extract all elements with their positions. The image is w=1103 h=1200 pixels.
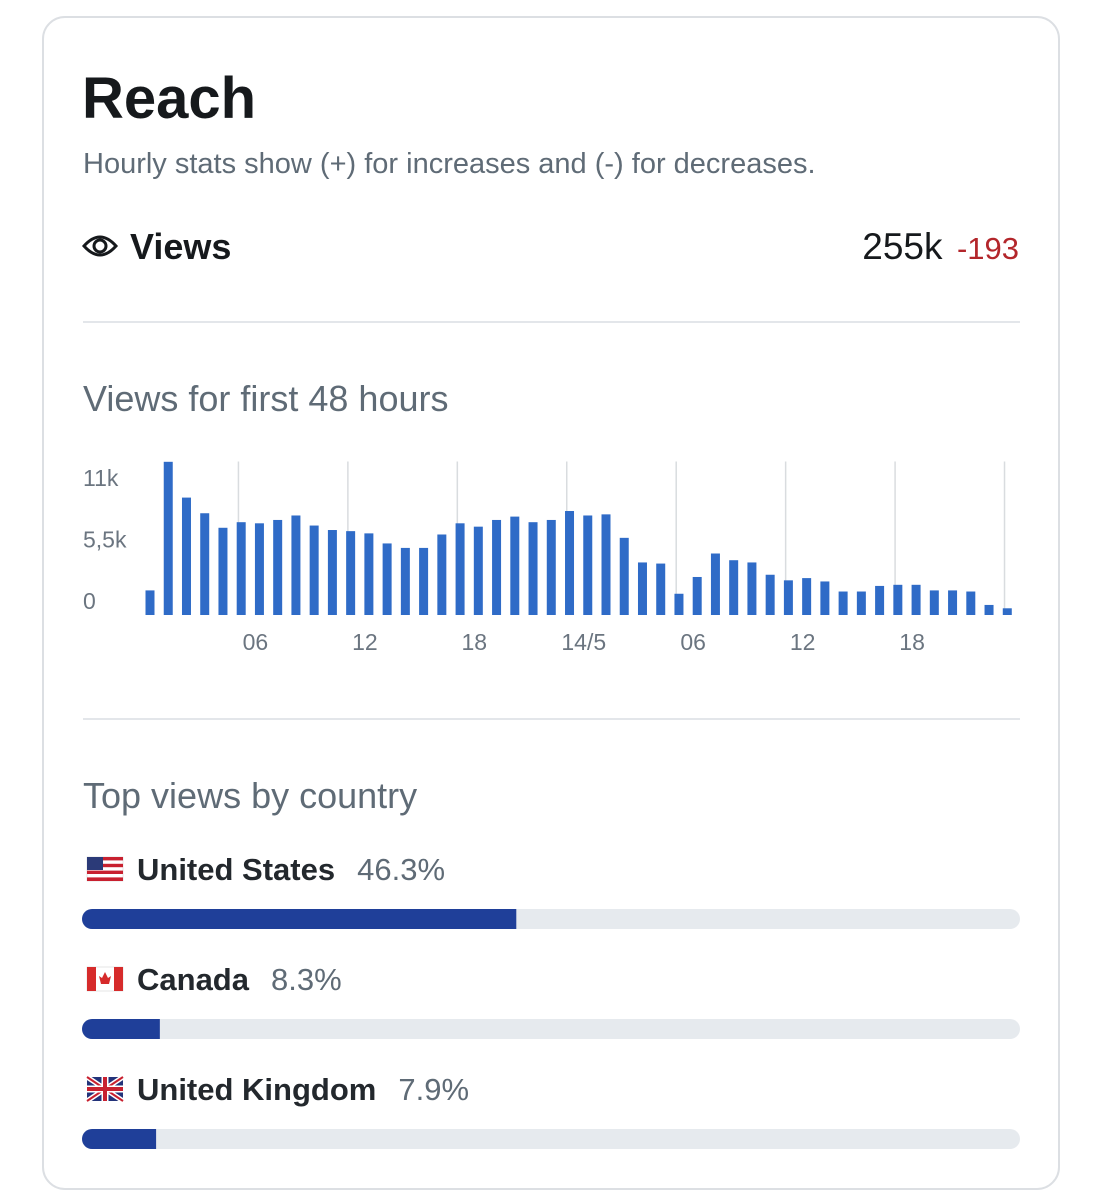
flag-uk: [85, 1074, 125, 1104]
bar: [236, 522, 246, 615]
country-share: 46.3%: [357, 852, 445, 887]
views-label: Views: [130, 226, 231, 267]
bar: [382, 543, 392, 615]
bar: [218, 527, 228, 615]
bar: [181, 497, 191, 615]
bar: [565, 511, 575, 615]
country-row: Canada 8.3%: [137, 962, 342, 997]
bar: [710, 553, 720, 615]
bar: [82, 1129, 157, 1149]
bar: [492, 519, 502, 615]
bar: [747, 562, 757, 615]
bar: [583, 515, 593, 615]
bar: [510, 516, 520, 615]
x-tick-label: 06: [680, 629, 706, 655]
views-change: -193: [957, 231, 1019, 266]
flag-us: [86, 856, 124, 882]
bar: [455, 523, 465, 615]
bar-clip: [82, 1019, 160, 1039]
bar: [419, 547, 429, 615]
bar: [291, 515, 301, 615]
eye-icon: [81, 235, 119, 257]
bar-clip: [82, 1129, 157, 1149]
views-summary: 255k -193: [862, 226, 1019, 267]
x-tick-label: 06: [243, 629, 269, 655]
country-row: United Kingdom 7.9%: [137, 1072, 469, 1107]
country-row: United States 46.3%: [137, 852, 445, 887]
x-tick-label: 14/5: [561, 629, 606, 655]
bar: [163, 461, 173, 615]
bar: [856, 591, 866, 615]
bar: [820, 581, 830, 615]
bar: [528, 522, 538, 615]
bar: [802, 578, 812, 615]
bar: [656, 563, 666, 615]
bar: [765, 574, 775, 615]
bar: [929, 590, 939, 615]
country-name: United Kingdom: [137, 1072, 376, 1107]
bar: [601, 514, 611, 615]
bar: [838, 591, 848, 615]
bar-clip: [82, 909, 517, 929]
bar: [82, 1019, 160, 1039]
x-tick-label: 18: [462, 629, 488, 655]
bar: [966, 591, 976, 615]
bar: [637, 562, 647, 615]
bar: [364, 533, 374, 615]
bar: [254, 523, 264, 615]
bar: [911, 584, 921, 615]
bar: [273, 519, 283, 615]
bar: [692, 576, 702, 615]
bar: [948, 590, 958, 615]
bar: [729, 560, 739, 615]
country-name: United States: [137, 852, 335, 887]
bar: [82, 909, 517, 929]
card-subtitle: Hourly stats show (+) for increases and …: [83, 148, 816, 180]
bar: [200, 513, 210, 615]
chart-title: Top views by country: [83, 775, 417, 816]
bar: [1002, 608, 1012, 615]
y-tick-label: 11k: [83, 465, 119, 491]
card-title: Reach: [82, 66, 256, 131]
country-share: 8.3%: [271, 962, 342, 997]
bar: [327, 530, 337, 615]
bar: [400, 547, 410, 615]
bar: [145, 590, 155, 615]
bar: [783, 580, 793, 615]
y-tick-label: 5,5k: [83, 527, 127, 553]
x-tick-label: 12: [352, 629, 378, 655]
bar-track: [82, 1019, 1020, 1039]
bar: [984, 604, 994, 615]
bar: [309, 525, 319, 615]
bar-track: [82, 1129, 1020, 1149]
y-tick-label: 0: [83, 588, 96, 614]
bar: [437, 534, 447, 615]
x-tick-label: 12: [790, 629, 816, 655]
bar: [546, 519, 556, 615]
country-name: Canada: [137, 962, 250, 997]
x-tick-label: 18: [899, 629, 925, 655]
bar: [875, 585, 885, 615]
chart-title: Views for first 48 hours: [83, 378, 448, 419]
flag-ca: [86, 966, 124, 992]
bar: [619, 537, 629, 615]
country-share: 7.9%: [398, 1072, 469, 1107]
views-total: 255k: [862, 226, 943, 267]
bar: [674, 593, 684, 615]
bar: [893, 584, 903, 615]
bar: [473, 526, 483, 615]
bar: [346, 531, 356, 615]
